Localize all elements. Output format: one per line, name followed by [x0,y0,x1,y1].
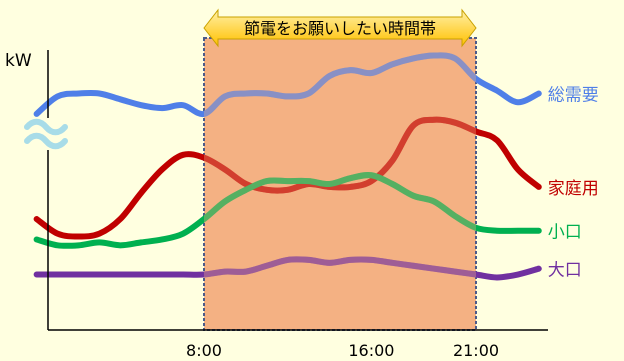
series-2-label: 家庭用 [548,179,599,199]
series-4-line [33,256,542,281]
series-2-line [33,116,542,240]
x-tick-label-3: 21:00 [453,341,499,360]
y-axis-label: kW [5,51,32,71]
highlight-arrow [203,8,477,48]
y-axis-break-icon [24,118,70,150]
series-3-line [33,172,542,249]
series-4-overlay [204,256,476,278]
x-tick-labels: 8:00 16:00 21:00 [186,341,499,360]
series-4-label: 大口 [548,261,582,281]
series-3-label: 小口 [548,223,582,243]
x-tick-label-2: 16:00 [348,341,394,360]
series-layer [33,52,542,281]
series-1-overlay [204,52,476,117]
series-3-overlay [204,172,476,231]
highlight-banner: 節電をお願いしたい時間帯 [203,8,477,48]
highlight-label: 節電をお願いしたい時間帯 [244,19,436,38]
series-1-label: 総需要 [548,85,599,105]
series-2-overlay [204,116,476,194]
series-1-line [33,52,542,118]
x-tick-label-1: 8:00 [186,341,222,360]
